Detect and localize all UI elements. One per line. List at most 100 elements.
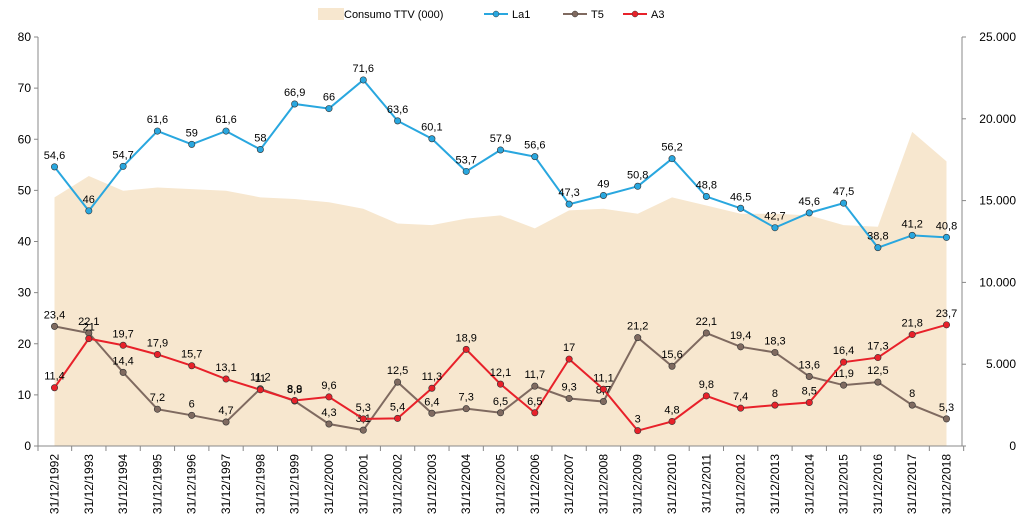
y-left-tick-label: 60: [18, 132, 32, 146]
data-label-t5: 5,3: [939, 402, 954, 414]
data-point-la1: [771, 224, 779, 232]
data-label-t5: 13,6: [799, 359, 820, 371]
x-tick-label: 31/12/1993: [82, 454, 96, 514]
x-tick-label: 31/12/2015: [837, 454, 851, 514]
data-point-t5: [531, 382, 539, 390]
legend-marker-la1: [492, 10, 500, 18]
data-point-t5: [805, 372, 813, 380]
data-point-t5: [188, 411, 196, 419]
data-point-a3: [153, 350, 161, 358]
data-label-la1: 49: [597, 178, 609, 190]
data-point-la1: [942, 233, 950, 241]
data-point-t5: [908, 401, 916, 409]
data-label-a3: 9,6: [321, 380, 336, 392]
data-label-a3: 6,5: [527, 396, 542, 408]
data-label-la1: 42,7: [764, 211, 785, 223]
data-label-t5: 9,3: [561, 381, 576, 393]
data-label-la1: 46: [83, 194, 95, 206]
data-point-a3: [771, 401, 779, 409]
y-left-tick-label: 80: [18, 30, 32, 44]
x-tick-label: 31/12/2005: [494, 454, 508, 514]
data-label-t5: 6,4: [424, 396, 439, 408]
data-label-la1: 40,8: [936, 220, 957, 232]
data-point-la1: [394, 117, 402, 125]
data-point-a3: [462, 345, 470, 353]
data-point-a3: [531, 409, 539, 417]
data-label-t5: 6,5: [493, 396, 508, 408]
data-point-a3: [394, 414, 402, 422]
x-tick-label: 31/12/1999: [288, 454, 302, 514]
y-left-tick-label: 50: [18, 183, 32, 197]
data-label-a3: 23,7: [936, 308, 957, 320]
data-label-la1: 66: [323, 92, 335, 104]
x-tick-label: 31/12/1997: [219, 454, 233, 514]
data-point-t5: [565, 394, 573, 402]
data-label-a3: 5,3: [356, 402, 371, 414]
y-right-tick-label: 20.000: [979, 112, 1016, 126]
x-tick-label: 31/12/2011: [699, 454, 713, 513]
data-label-t5: 11,9: [833, 368, 854, 380]
data-point-t5: [325, 420, 333, 428]
data-point-la1: [50, 163, 58, 171]
data-label-a3: 17,3: [867, 341, 888, 353]
data-label-a3: 11,3: [422, 371, 443, 383]
data-point-la1: [85, 207, 93, 215]
data-point-la1: [531, 153, 539, 161]
y-left-tick-label: 0: [24, 439, 31, 453]
x-tick-label: 31/12/2014: [802, 454, 816, 514]
data-label-la1: 47,3: [558, 187, 579, 199]
data-label-a3: 11: [255, 373, 266, 385]
data-label-t5: 23,4: [44, 309, 65, 321]
data-label-a3: 8,9: [287, 383, 302, 395]
data-point-t5: [668, 362, 676, 370]
data-label-t5: 11,2: [250, 372, 271, 384]
data-point-la1: [702, 193, 710, 201]
data-label-la1: 47,5: [833, 186, 854, 198]
x-tick-label: 31/12/1992: [48, 454, 62, 514]
data-label-a3: 21,8: [901, 318, 922, 330]
data-label-la1: 41,2: [901, 218, 922, 230]
data-point-a3: [737, 404, 745, 412]
y-right-tick-label: 5.000: [986, 357, 1016, 371]
data-label-a3: 19,7: [112, 328, 133, 340]
x-tick-label: 31/12/1995: [150, 454, 164, 514]
data-label-a3: 18,9: [455, 332, 476, 344]
x-tick-label: 31/12/2003: [425, 454, 439, 514]
x-tick-label: 31/12/1998: [253, 454, 267, 514]
data-point-la1: [188, 140, 196, 148]
data-point-a3: [702, 392, 710, 400]
data-label-a3: 16,4: [833, 345, 854, 357]
y-left-tick-label: 30: [18, 286, 32, 300]
data-point-la1: [291, 100, 299, 108]
data-point-a3: [942, 321, 950, 329]
data-point-la1: [840, 199, 848, 207]
data-label-la1: 60,1: [421, 122, 442, 134]
data-point-a3: [188, 362, 196, 370]
data-label-t5: 7,3: [459, 392, 474, 404]
data-point-la1: [153, 127, 161, 135]
data-point-t5: [359, 426, 367, 434]
data-point-t5: [840, 381, 848, 389]
data-label-t5: 19,4: [730, 330, 751, 342]
data-label-la1: 59: [186, 127, 198, 139]
data-point-a3: [359, 415, 367, 423]
data-label-t5: 22,1: [78, 316, 99, 328]
data-label-t5: 8,8: [287, 384, 302, 396]
legend-label-a3: A3: [651, 9, 664, 21]
data-label-la1: 50,8: [627, 169, 648, 181]
data-point-a3: [291, 396, 299, 404]
x-tick-label: 31/12/1994: [116, 454, 130, 514]
data-label-a3: 17: [563, 342, 575, 354]
data-point-t5: [462, 405, 470, 413]
data-label-la1: 45,6: [799, 196, 820, 208]
data-point-a3: [325, 393, 333, 401]
x-tick-label: 31/12/2008: [596, 454, 610, 514]
x-tick-label: 31/12/2016: [871, 454, 885, 514]
data-point-a3: [908, 331, 916, 339]
data-label-t5: 21,2: [627, 321, 648, 333]
x-tick-label: 31/12/2013: [768, 454, 782, 514]
data-label-a3: 11,1: [593, 372, 614, 384]
data-point-la1: [805, 209, 813, 217]
data-label-t5: 18,3: [764, 335, 785, 347]
